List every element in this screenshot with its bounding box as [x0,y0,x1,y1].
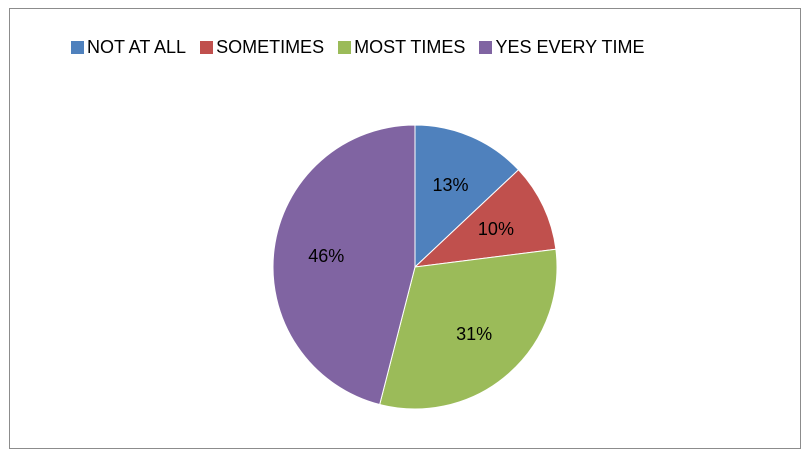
legend-item-not-at-all: NOT AT ALL [71,37,186,58]
data-label-sometimes: 10% [478,219,514,239]
chart-legend: NOT AT ALL SOMETIMES MOST TIMES YES EVER… [71,36,645,58]
legend-item-yes-every-time: YES EVERY TIME [479,36,645,58]
data-label-not-at-all: 13% [433,175,469,195]
data-label-most-times: 31% [456,324,492,344]
pie-slice-not-at-all [414,124,520,269]
legend-swatch-not-at-all [71,40,84,54]
legend-label-most-times: MOST TIMES [354,36,466,57]
pie-slice-most-times [379,248,558,410]
legend-swatch-most-times [338,40,352,54]
legend-swatch-sometimes [200,40,214,54]
pie-slice-sometimes [413,169,557,268]
legend-label-yes-every-time: YES EVERY TIME [495,36,645,57]
legend-item-most-times: MOST TIMES [338,37,465,58]
legend-item-sometimes: SOMETIMES [200,37,324,58]
legend-label-not-at-all: NOT AT ALL [87,36,187,57]
legend-swatch-yes-every-time [479,40,493,54]
pie-slice-yes-every-time [272,124,416,406]
data-label-yes-every-time: 46% [308,246,344,266]
legend-label-sometimes: SOMETIMES [216,36,325,57]
